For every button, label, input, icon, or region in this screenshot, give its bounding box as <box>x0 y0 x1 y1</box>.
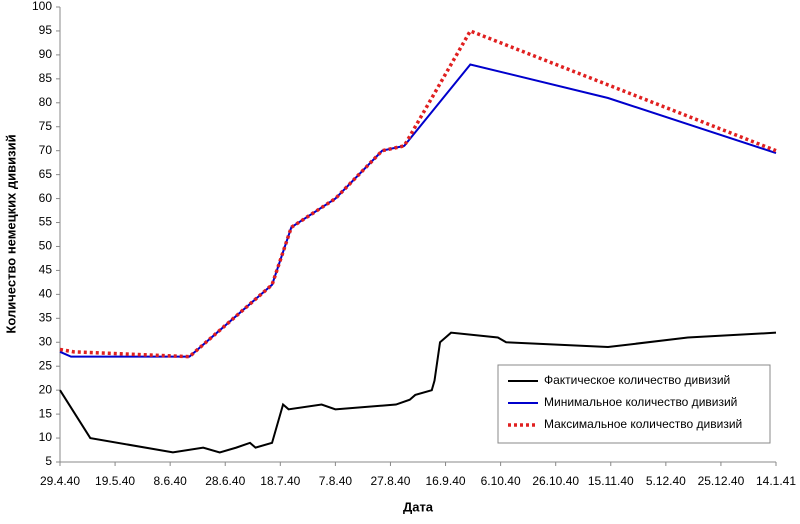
y-tick-label: 50 <box>39 239 53 253</box>
x-tick-label: 25.12.40 <box>698 474 745 488</box>
x-tick-label: 5.12.40 <box>646 474 686 488</box>
y-tick-label: 25 <box>39 358 53 372</box>
y-tick-label: 30 <box>39 334 53 348</box>
y-tick-label: 45 <box>39 263 53 277</box>
y-tick-label: 90 <box>39 47 53 61</box>
y-tick-label: 40 <box>39 287 53 301</box>
x-tick-label: 7.8.40 <box>319 474 353 488</box>
x-tick-label: 26.10.40 <box>532 474 579 488</box>
y-axis-label: Количество немецких дивизий <box>3 134 18 333</box>
y-tick-label: 5 <box>45 454 52 468</box>
y-tick-label: 95 <box>39 23 53 37</box>
x-tick-label: 14.1.41 <box>756 474 796 488</box>
x-tick-label: 8.6.40 <box>153 474 187 488</box>
legend-label: Минимальное количество дивизий <box>544 395 737 409</box>
y-tick-label: 80 <box>39 95 53 109</box>
x-tick-label: 15.11.40 <box>588 474 634 488</box>
series-line <box>59 331 777 454</box>
legend-box <box>497 364 771 444</box>
y-tick-label: 55 <box>39 215 53 229</box>
y-tick-label: 100 <box>32 0 52 13</box>
x-tick-label: 29.4.40 <box>40 474 80 488</box>
x-tick-label: 28.6.40 <box>205 474 245 488</box>
legend-label: Максимальное количество дивизий <box>544 417 742 431</box>
x-tick-label: 27.8.40 <box>370 474 410 488</box>
series-line <box>59 28 777 359</box>
legend-label: Фактическое количество дивизий <box>544 373 730 387</box>
y-tick-label: 20 <box>39 382 53 396</box>
y-tick-label: 85 <box>39 71 53 85</box>
y-tick-label: 70 <box>39 143 53 157</box>
y-tick-label: 75 <box>39 119 53 133</box>
x-tick-label: 19.5.40 <box>95 474 135 488</box>
y-tick-label: 60 <box>39 191 53 205</box>
x-tick-label: 6.10.40 <box>481 474 521 488</box>
x-axis-label: Дата <box>403 499 434 514</box>
y-tick-label: 35 <box>39 310 53 324</box>
y-tick-label: 65 <box>39 167 53 181</box>
y-tick-label: 10 <box>39 430 53 444</box>
x-tick-label: 16.9.40 <box>426 474 466 488</box>
y-tick-label: 15 <box>39 406 53 420</box>
x-tick-label: 18.7.40 <box>260 474 300 488</box>
